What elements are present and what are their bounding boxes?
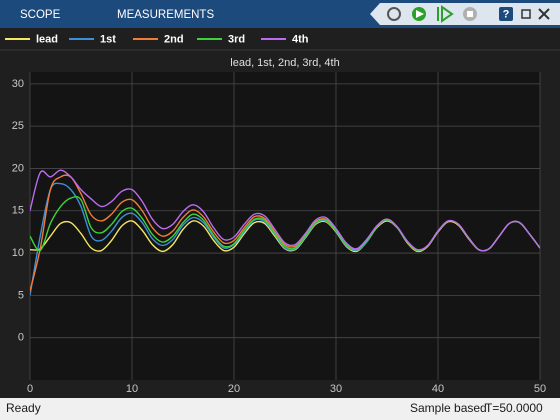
y-tick-label: 10: [12, 247, 24, 259]
y-tick-label: 30: [12, 78, 24, 90]
status-bar: [0, 398, 560, 420]
run-glyph: [416, 10, 424, 18]
status-mode: Sample based: [410, 401, 487, 415]
y-tick-label: 5: [18, 289, 24, 301]
legend-label: 3rd: [228, 33, 245, 45]
close-icon[interactable]: [538, 8, 550, 20]
toolbar-icons: ?: [387, 5, 550, 23]
help-glyph: ?: [503, 8, 510, 20]
status-state: Ready: [6, 401, 41, 415]
x-tick-label: 40: [432, 383, 444, 395]
x-tick-label: 20: [228, 383, 240, 395]
y-tick-label: 20: [12, 162, 24, 174]
legend-label: 1st: [100, 33, 116, 45]
y-tick-label: 25: [12, 120, 24, 132]
legend-label: 4th: [292, 33, 309, 45]
y-tick-label: 0: [18, 332, 24, 344]
x-tick-label: 50: [534, 383, 546, 395]
settings-icon[interactable]: [387, 7, 401, 21]
x-tick-label: 30: [330, 383, 342, 395]
undock-icon[interactable]: [521, 9, 531, 19]
legend-label: 2nd: [164, 33, 184, 45]
stop-glyph: [467, 11, 473, 17]
plot-area: [30, 72, 540, 380]
y-tick-label: 15: [12, 205, 24, 217]
tab-measurements[interactable]: MEASUREMENTS: [117, 9, 214, 21]
legend-label: lead: [36, 33, 58, 45]
tab-scope[interactable]: SCOPE: [20, 9, 61, 21]
series-line: [30, 169, 540, 252]
status-time: T=50.0000: [485, 401, 543, 415]
chart-title: lead, 1st, 2nd, 3rd, 4th: [230, 57, 339, 69]
x-tick-label: 10: [126, 383, 138, 395]
step-icon[interactable]: [437, 5, 454, 23]
help-icon[interactable]: [499, 7, 513, 21]
x-tick-label: 0: [27, 383, 33, 395]
